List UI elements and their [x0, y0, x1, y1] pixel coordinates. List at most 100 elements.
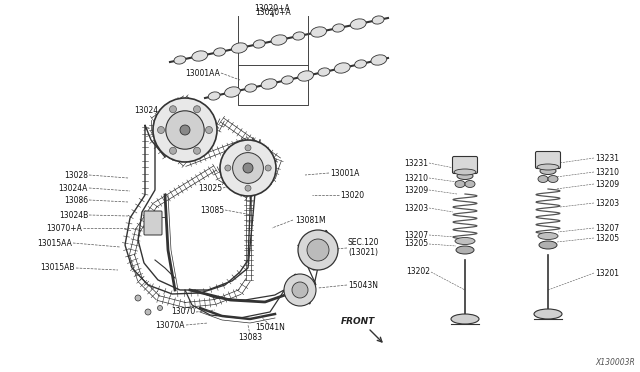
Circle shape [153, 98, 217, 162]
Text: 13070: 13070 [171, 308, 195, 317]
Circle shape [193, 106, 200, 113]
Ellipse shape [282, 76, 293, 84]
Ellipse shape [293, 32, 305, 40]
Text: 13070A: 13070A [156, 321, 185, 330]
Circle shape [245, 185, 251, 191]
Circle shape [157, 305, 163, 311]
Circle shape [307, 239, 329, 261]
Text: 13001AA: 13001AA [185, 68, 220, 77]
Ellipse shape [455, 180, 465, 187]
Text: 13015AA: 13015AA [37, 238, 72, 247]
Text: 15043N: 15043N [348, 280, 378, 289]
Ellipse shape [208, 92, 220, 100]
Ellipse shape [371, 55, 387, 65]
Ellipse shape [350, 19, 366, 29]
Text: 13086: 13086 [64, 196, 88, 205]
Ellipse shape [456, 246, 474, 254]
Text: 13020+A: 13020+A [255, 8, 291, 17]
Text: 13210: 13210 [404, 173, 428, 183]
Text: X130003R: X130003R [595, 358, 635, 367]
Circle shape [180, 125, 190, 135]
Text: FRONT: FRONT [341, 317, 375, 327]
Ellipse shape [372, 16, 384, 24]
Ellipse shape [261, 79, 277, 89]
Circle shape [220, 140, 276, 196]
Ellipse shape [540, 167, 556, 174]
Circle shape [166, 111, 204, 149]
Ellipse shape [333, 24, 344, 32]
Circle shape [245, 145, 251, 151]
Ellipse shape [298, 71, 314, 81]
Ellipse shape [271, 35, 287, 45]
Circle shape [157, 126, 164, 134]
Ellipse shape [318, 68, 330, 76]
FancyBboxPatch shape [452, 157, 477, 173]
Circle shape [205, 126, 212, 134]
Circle shape [284, 274, 316, 306]
Text: 13083: 13083 [238, 334, 262, 343]
Ellipse shape [465, 180, 475, 187]
Circle shape [265, 165, 271, 171]
Text: 13202: 13202 [406, 267, 430, 276]
Circle shape [193, 147, 200, 154]
Circle shape [292, 282, 308, 298]
Text: 13203: 13203 [404, 203, 428, 212]
Ellipse shape [214, 48, 225, 56]
Text: SEC.120: SEC.120 [348, 237, 380, 247]
Ellipse shape [232, 43, 247, 53]
Ellipse shape [539, 241, 557, 249]
Text: 13024B: 13024B [59, 211, 88, 219]
Circle shape [135, 295, 141, 301]
Ellipse shape [538, 176, 548, 183]
Circle shape [232, 153, 264, 183]
Text: 13025: 13025 [198, 183, 222, 192]
FancyBboxPatch shape [536, 151, 561, 169]
Text: 13205: 13205 [595, 234, 619, 243]
Ellipse shape [245, 84, 257, 92]
Text: 13001A: 13001A [330, 169, 360, 177]
Text: 13231: 13231 [404, 158, 428, 167]
Ellipse shape [311, 27, 326, 37]
Ellipse shape [253, 40, 265, 48]
Ellipse shape [455, 237, 475, 244]
Ellipse shape [192, 51, 207, 61]
Circle shape [145, 309, 151, 315]
Text: 13231: 13231 [595, 154, 619, 163]
Ellipse shape [225, 87, 241, 97]
Ellipse shape [538, 232, 558, 240]
Text: 15041N: 15041N [255, 324, 285, 333]
Text: (13021): (13021) [348, 248, 378, 257]
Text: 13024A: 13024A [59, 183, 88, 192]
Text: 13070+A: 13070+A [46, 224, 82, 232]
Circle shape [298, 230, 338, 270]
Text: 13015AB: 13015AB [40, 263, 75, 273]
Ellipse shape [537, 164, 559, 170]
FancyBboxPatch shape [144, 211, 162, 235]
Text: 13020+A: 13020+A [254, 3, 290, 13]
Text: 13207: 13207 [404, 231, 428, 240]
Text: 13209: 13209 [404, 186, 428, 195]
Circle shape [170, 106, 177, 113]
Text: 13024: 13024 [134, 106, 158, 115]
Text: 13203: 13203 [595, 199, 619, 208]
Ellipse shape [174, 56, 186, 64]
Circle shape [170, 147, 177, 154]
Ellipse shape [457, 173, 473, 180]
Ellipse shape [355, 60, 367, 68]
Circle shape [225, 165, 231, 171]
Ellipse shape [548, 176, 558, 183]
Ellipse shape [451, 314, 479, 324]
Text: 13081M: 13081M [295, 215, 326, 224]
Text: 13205: 13205 [404, 240, 428, 248]
Ellipse shape [534, 309, 562, 319]
Text: 13028: 13028 [64, 170, 88, 180]
Ellipse shape [334, 63, 350, 73]
Text: 13210: 13210 [595, 167, 619, 176]
Ellipse shape [454, 169, 476, 175]
Text: 13209: 13209 [595, 180, 619, 189]
Text: 13085: 13085 [200, 205, 224, 215]
Text: 13020: 13020 [340, 190, 364, 199]
Text: 13207: 13207 [595, 224, 619, 232]
Text: 13201: 13201 [595, 269, 619, 278]
Circle shape [243, 163, 253, 173]
